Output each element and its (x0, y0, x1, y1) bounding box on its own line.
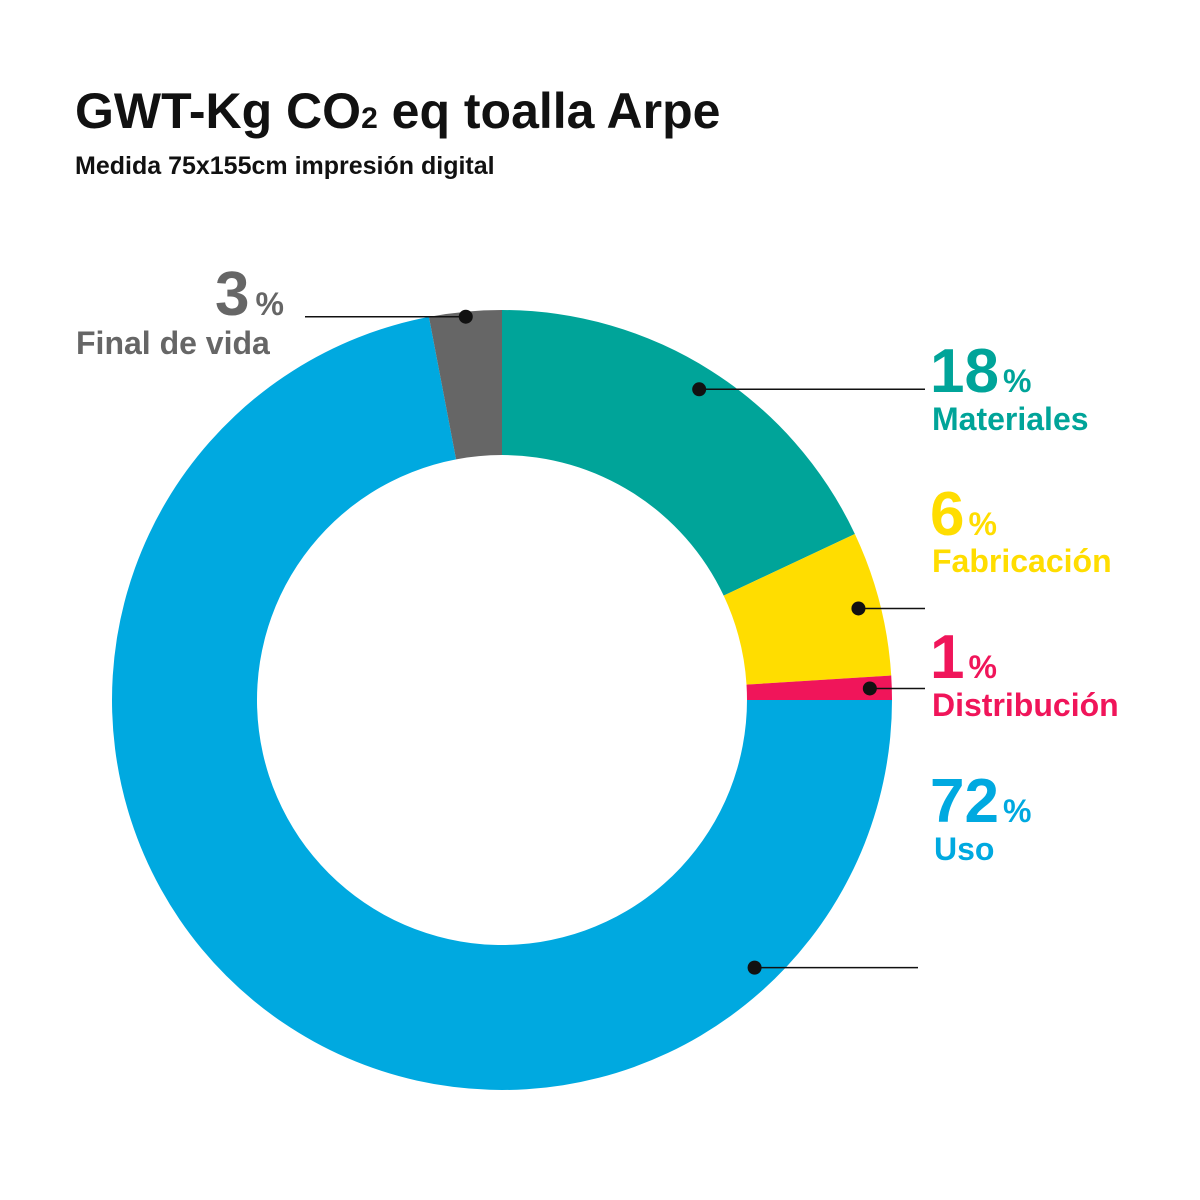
chart-title: GWT-Kg CO2 eq toalla Arpe (75, 83, 720, 139)
slice-callouts (305, 309, 925, 975)
value-label-materiales: 18% (930, 337, 1031, 406)
slice-final-de-vida (428, 310, 502, 460)
chart-title-subscript: 2 (361, 102, 378, 135)
category-label-fabricacion: Fabricación (932, 543, 1112, 579)
category-label-distribucion: Distribución (932, 687, 1119, 723)
value-label-fabricacion: 6% (930, 480, 997, 549)
slice-distribucion (746, 675, 892, 700)
callout-dot-distribucion (862, 681, 877, 696)
value-label-uso: 72% (930, 767, 1031, 836)
category-label-materiales: Materiales (932, 401, 1089, 437)
slice-uso (111, 316, 892, 1091)
category-label-final-de-vida: Final de vida (76, 325, 270, 361)
category-label-uso: Uso (934, 831, 994, 867)
slice-fabricacion (723, 533, 892, 685)
chart-title-main: GWT-Kg CO (75, 83, 361, 139)
value-label-final-de-vida: 3% (215, 260, 284, 329)
callout-dot-final-de-vida (458, 309, 473, 324)
chart-title-rest: eq toalla Arpe (378, 83, 721, 139)
callout-dot-fabricacion (851, 601, 866, 616)
chart-subtitle: Medida 75x155cm impresión digital (75, 152, 495, 180)
donut-slices (111, 310, 892, 1091)
callout-dot-materiales (692, 382, 707, 397)
callout-dot-uso (747, 960, 762, 975)
slice-materiales (502, 310, 855, 596)
value-label-distribucion: 1% (930, 623, 997, 692)
